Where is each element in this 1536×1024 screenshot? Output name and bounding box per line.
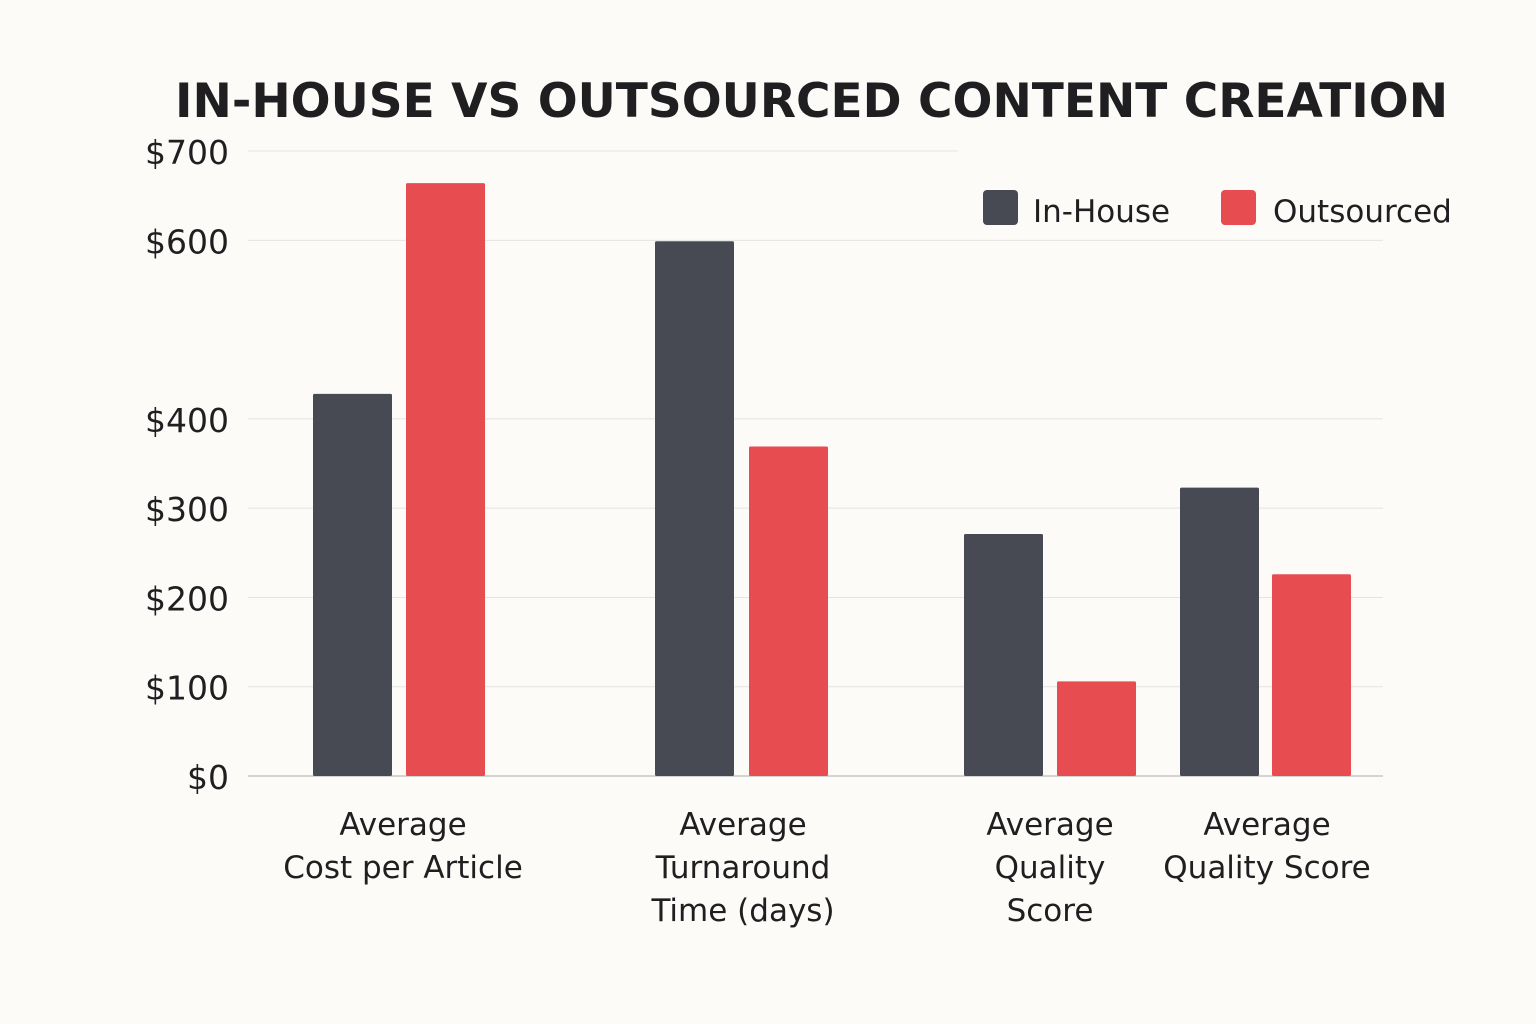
y-tick-label: $0 [187, 758, 229, 797]
bar-outsourced-1 [406, 183, 485, 777]
bar-in-house-4 [1180, 487, 1259, 776]
category-label-line: Score [1007, 893, 1094, 929]
bar-outsourced-3 [1057, 681, 1136, 776]
category-label-4: Average Quality Score [1163, 807, 1370, 886]
category-label-line: Quality [995, 850, 1106, 886]
category-label-line: Time (days) [650, 893, 834, 929]
bar-outsourced-4 [1272, 574, 1351, 776]
legend-label-in-house: In-House [1033, 194, 1170, 230]
category-label-1: Average Cost per Article [283, 807, 523, 886]
category-label-line: Average [679, 807, 806, 843]
chart-title: IN-HOUSE VS OUTSOURCED CONTENT CREATION [175, 74, 1448, 129]
y-tick-label: $400 [145, 401, 229, 440]
x-axis-labels: Average Cost per Article Average Turnaround… [283, 807, 1371, 929]
bar-in-house-2 [655, 241, 734, 777]
category-label-line: Average [1203, 807, 1330, 843]
category-label-2: Average Turnaround Time (days) [650, 807, 834, 929]
legend-swatch-outsourced [1221, 190, 1256, 225]
y-axis: $0 $100 $200 $300 $400 $600 $700 [145, 133, 229, 797]
y-tick-label: $300 [145, 490, 229, 529]
category-label-line: Average [986, 807, 1113, 843]
y-tick-label: $100 [145, 669, 229, 708]
category-label-3: Average Quality Score [986, 807, 1113, 929]
category-label-line: Quality Score [1163, 850, 1370, 886]
y-tick-label: $700 [145, 133, 229, 172]
bar-in-house-3 [964, 534, 1043, 776]
y-tick-label: $600 [145, 222, 229, 261]
category-label-line: Cost per Article [283, 850, 523, 886]
y-tick-label: $200 [145, 579, 229, 618]
category-label-line: Turnaround [655, 850, 831, 886]
bar-outsourced-2 [749, 446, 828, 776]
category-label-line: Average [339, 807, 466, 843]
bar-in-house-1 [313, 393, 392, 776]
legend-label-outsourced: Outsourced [1273, 194, 1452, 230]
legend-swatch-in-house [983, 190, 1018, 225]
bars [313, 183, 1351, 777]
legend: In-House Outsourced [983, 190, 1452, 230]
